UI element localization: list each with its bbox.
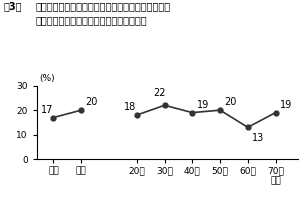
Text: 22: 22 bbox=[154, 88, 166, 98]
Text: (%): (%) bbox=[40, 74, 55, 83]
Text: 18: 18 bbox=[124, 102, 137, 112]
Text: 20: 20 bbox=[224, 97, 237, 107]
Text: 新聞社の世論調査は、その新聞の読者だけを対象に
おこなっている（「そう思う」、年層別）: 新聞社の世論調査は、その新聞の読者だけを対象に おこなっている（「そう思う」、年… bbox=[35, 1, 170, 25]
Text: 17: 17 bbox=[41, 105, 53, 115]
Text: 13: 13 bbox=[252, 133, 264, 143]
Text: 19: 19 bbox=[280, 100, 292, 110]
Text: 19: 19 bbox=[196, 100, 209, 110]
Text: 図3: 図3 bbox=[3, 1, 21, 11]
Text: 20: 20 bbox=[85, 97, 98, 107]
